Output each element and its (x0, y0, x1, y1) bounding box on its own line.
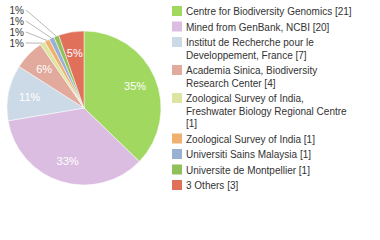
legend: Centre for Biodiversity Genomics [21] Min… (172, 6, 352, 191)
legend-label: Universiti Sains Malaysia [1] (186, 149, 311, 160)
legend-swatch (172, 180, 182, 190)
leader-line (26, 43, 43, 44)
legend-label-line: Freshwater Biology Regional Centre (186, 106, 347, 117)
legend-label: Universite de Montpellier [1] (186, 165, 310, 176)
pie: 35% 33% 11% 6% 5% (7, 31, 161, 185)
legend-label-line: Research Center [4] (186, 78, 276, 89)
legend-label: Institut de Recherche pour le Developpeme… (186, 37, 314, 61)
legend-label-line: Universiti Sains Malaysia [1] (186, 149, 311, 160)
legend-label: Zoological Survey of India [1] (186, 134, 315, 145)
pie-slice (59, 31, 84, 108)
legend-label-line: Universite de Montpellier [1] (186, 165, 310, 176)
legend-swatch (172, 65, 182, 75)
leader-line (26, 21, 52, 38)
data-label: 1% (10, 5, 25, 16)
legend-label-line: Zoological Survey of India, (186, 93, 304, 104)
legend-swatch (172, 165, 182, 175)
data-label: 1% (10, 27, 25, 38)
data-label: 35% (124, 80, 146, 92)
data-label: 11% (19, 91, 40, 103)
legend-label-line: Mined from GenBank, NCBI [20] (186, 22, 330, 33)
legend-swatch (172, 22, 182, 32)
legend-label: Academia Sinica, Biodiversity Research Ce… (186, 65, 317, 89)
legend-label-line: Institut de Recherche pour le (186, 37, 314, 48)
legend-swatch (172, 93, 182, 103)
data-label: 33% (57, 155, 79, 167)
data-label: 6% (36, 63, 52, 75)
legend-label-line: [1] (186, 118, 197, 129)
legend-swatch (172, 134, 182, 144)
legend-swatch (172, 6, 182, 16)
legend-swatch (172, 37, 182, 47)
legend-label-line: Developpement, France [7] (186, 50, 307, 61)
pie-slice (8, 108, 139, 185)
data-label: 1% (10, 16, 25, 27)
legend-label: 3 Others [3] (186, 180, 238, 191)
chart: 35%33%11%6%5%1%1%1%1%Centre for Biodiver… (0, 0, 380, 240)
legend-label-line: Zoological Survey of India [1] (186, 134, 315, 145)
legend-label-line: Academia Sinica, Biodiversity (186, 65, 317, 76)
legend-label-line: 3 Others [3] (186, 180, 238, 191)
legend-label-line: Centre for Biodiversity Genomics [21] (186, 6, 352, 17)
legend-swatch (172, 149, 182, 159)
leader-line (26, 10, 56, 36)
legend-label: Centre for Biodiversity Genomics [21] (186, 6, 352, 17)
data-label: 1% (10, 38, 25, 49)
data-label: 5% (67, 47, 83, 59)
legend-label: Zoological Survey of India, Freshwater Bi… (186, 93, 347, 129)
legend-label: Mined from GenBank, NCBI [20] (186, 22, 330, 33)
